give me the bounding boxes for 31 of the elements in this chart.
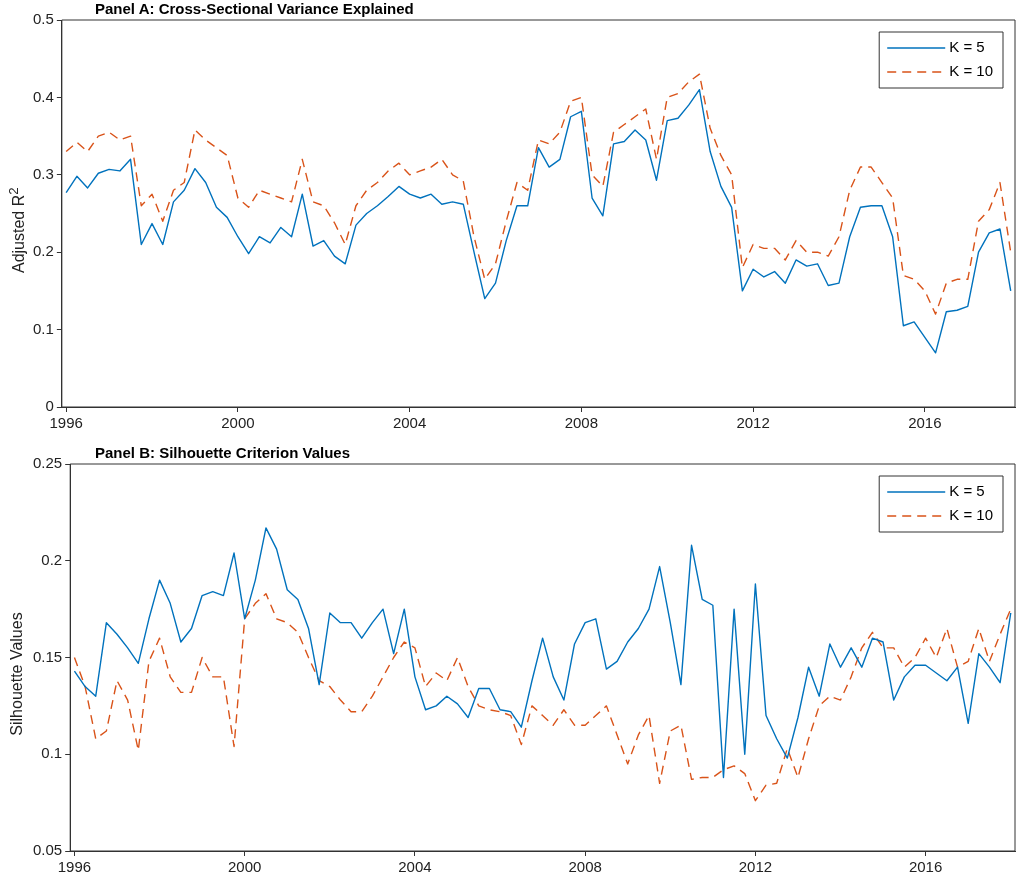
- x-tick-label: 2000: [228, 858, 262, 876]
- x-tick-label: 1996: [57, 858, 92, 876]
- chart-title: Panel A: Cross-Sectional Variance Explained: [95, 0, 414, 17]
- y-tick-label: 0: [45, 397, 54, 415]
- x-tick-label: 2012: [736, 414, 770, 432]
- y-tick-label: 0.3: [32, 164, 54, 182]
- x-tick-label: 2016: [908, 858, 943, 876]
- legend-label: K = 5: [949, 38, 985, 56]
- x-tick-label: 2004: [398, 858, 432, 876]
- y-tick-label: 0.1: [32, 319, 54, 337]
- y-tick-label: 0.2: [41, 550, 63, 568]
- x-tick-label: 2000: [221, 414, 255, 432]
- y-tick-label: 0.2: [32, 242, 54, 260]
- x-tick-label: 2012: [738, 858, 773, 876]
- y-tick-label: 0.25: [32, 454, 63, 472]
- legend-label: K = 10: [949, 506, 994, 524]
- y-tick-label: 0.4: [32, 87, 54, 105]
- line-series: [73, 592, 1012, 802]
- x-tick-label: 2016: [908, 414, 942, 432]
- y-tick-label: 0.1: [41, 744, 63, 762]
- legend-label: K = 5: [949, 482, 985, 500]
- y-tick-label: 0.5: [32, 10, 54, 28]
- y-tick-label: 0.05: [32, 841, 63, 859]
- x-tick-label: 2004: [392, 414, 427, 432]
- x-tick-label: 2008: [564, 414, 599, 432]
- chart-title: Panel B: Silhouette Criterion Values: [95, 444, 351, 461]
- x-tick-label: 1996: [49, 414, 83, 432]
- legend-label: K = 10: [949, 62, 994, 80]
- y-tick-label: 0.15: [32, 647, 63, 665]
- y-axis-title: Silhouette Values: [8, 612, 26, 736]
- x-tick-label: 2008: [568, 858, 602, 876]
